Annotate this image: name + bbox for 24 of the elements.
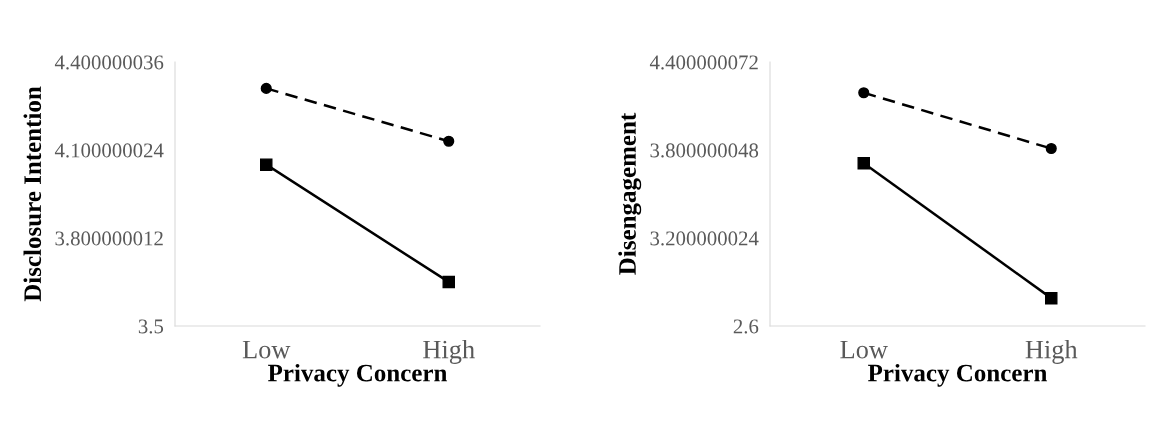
x-tick-label: High (1025, 339, 1078, 364)
point (1045, 142, 1057, 155)
point (259, 158, 273, 171)
point (858, 87, 870, 99)
x-tick-label: Low (840, 340, 888, 359)
y-tick-label: 2.6 (733, 319, 759, 334)
y-tick-label: 4.400000072 (649, 55, 758, 70)
point (260, 82, 272, 94)
y-axis-title: Disengagement (618, 112, 642, 275)
point (1044, 291, 1058, 305)
y-tick-label: 3.200000024 (650, 231, 759, 246)
point (442, 275, 456, 289)
y-tick-label: 4.100000024 (54, 143, 164, 158)
x-axis-title: Privacy Concern (868, 363, 1048, 387)
point (857, 156, 871, 170)
x-axis-title: Privacy Concern (268, 363, 448, 387)
point (443, 135, 455, 147)
y-tick-label: 4.400000036 (54, 55, 164, 70)
y-axis-title: Disclosure Intention (23, 86, 42, 302)
x-tick-label: Low (242, 340, 291, 359)
x-tick-label: High (423, 339, 475, 364)
y-tick-label: 3.5 (138, 319, 164, 334)
y-tick-label: 3.800000012 (55, 231, 163, 246)
y-tick-label: 3.800000048 (650, 143, 759, 158)
